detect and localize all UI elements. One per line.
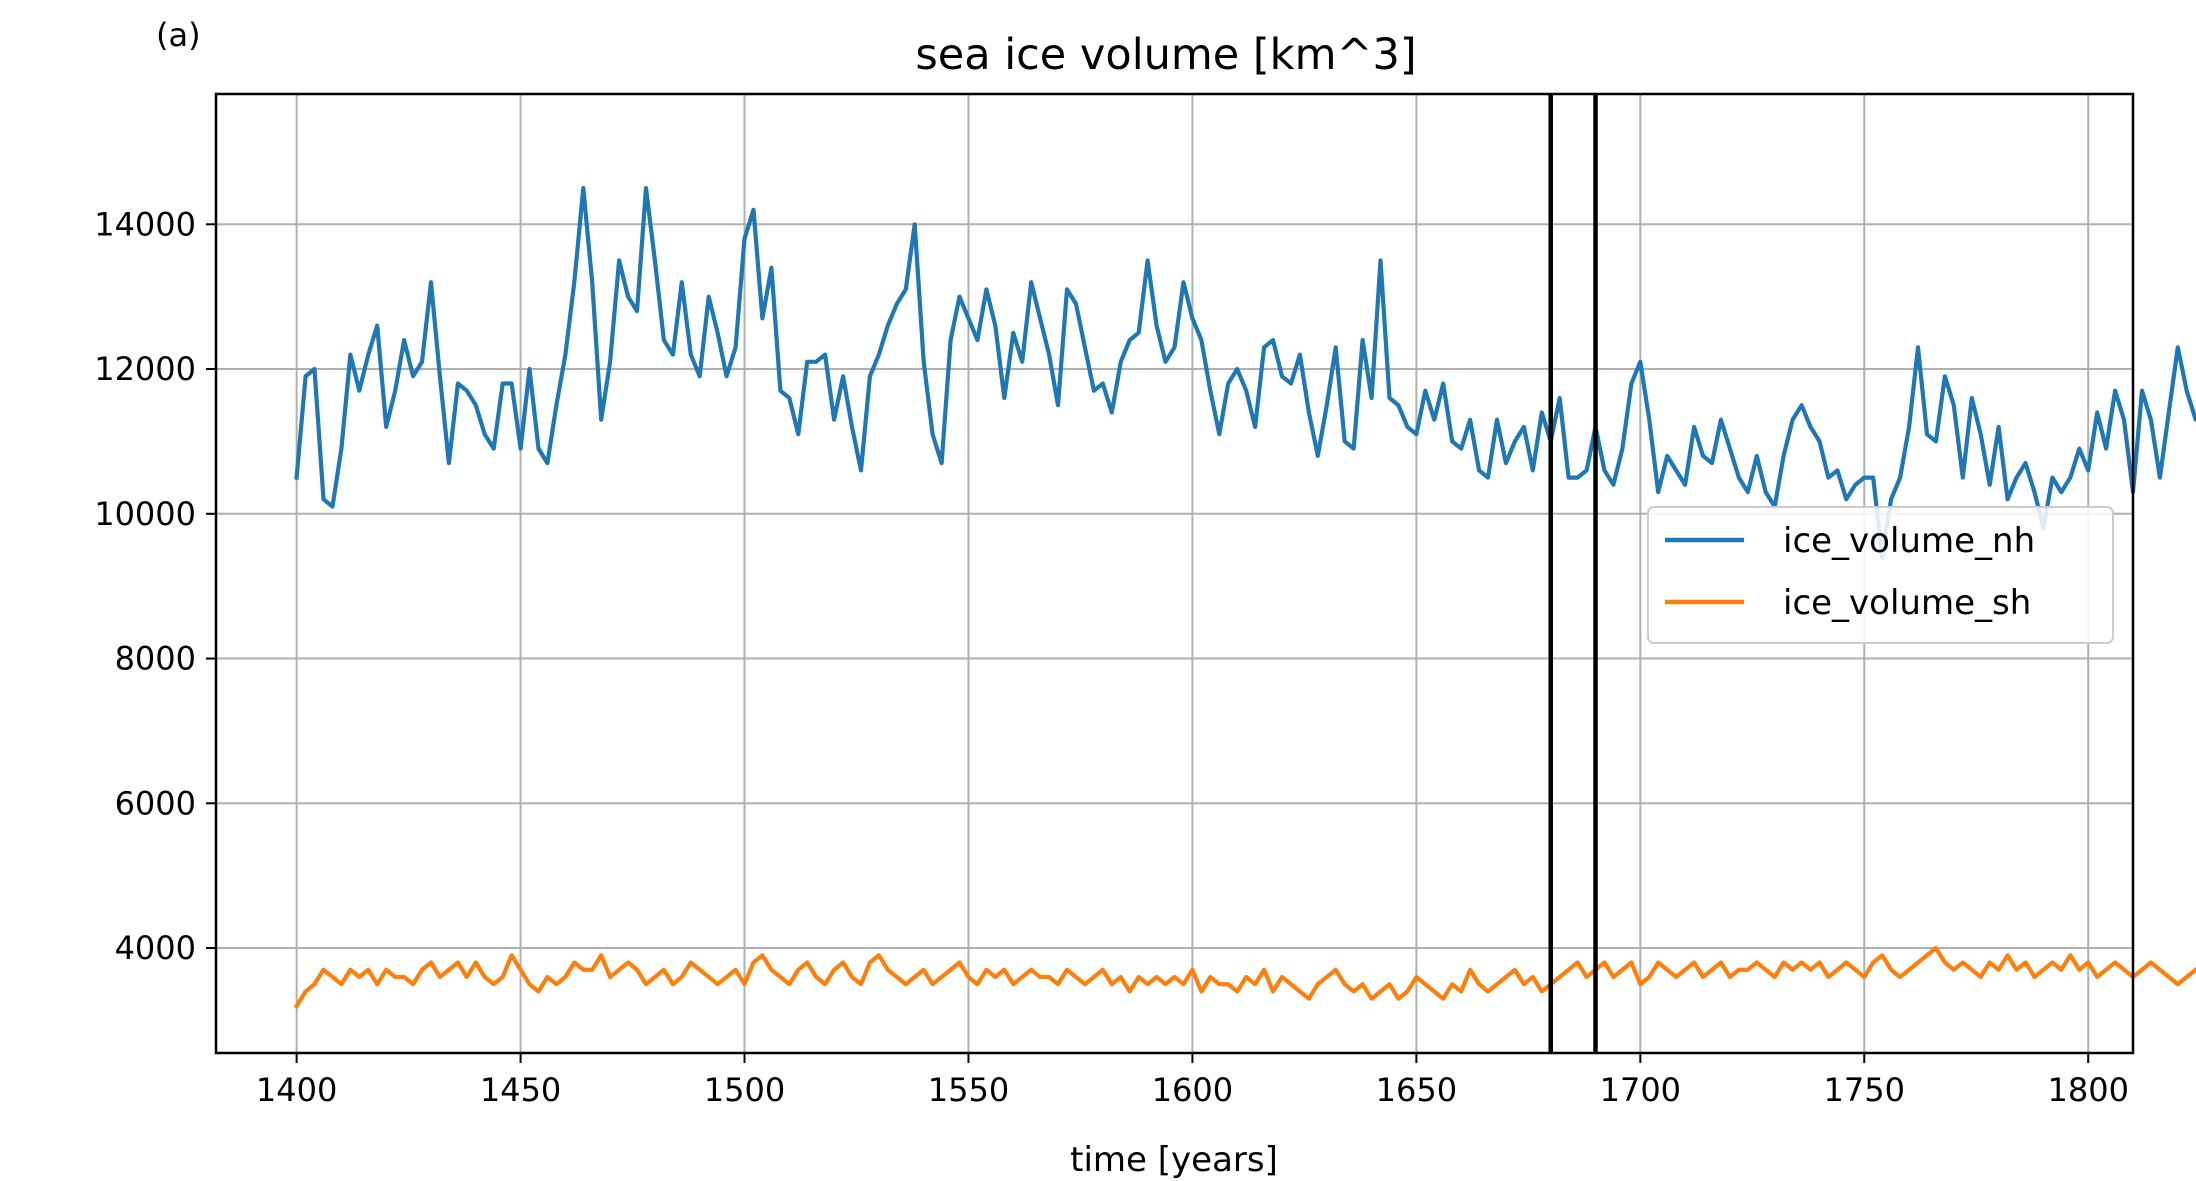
panel-label: (a) (156, 16, 201, 54)
chart-title: sea ice volume [km^3] (915, 30, 1416, 80)
legend-label-nh: ice_volume_nh (1783, 521, 2035, 561)
plot-frame (214, 92, 2135, 1055)
series-layer (293, 186, 2196, 1009)
x-axis: 1400 1450 1500 1550 1600 1650 1700 1750 1800 (256, 1053, 2129, 1109)
x-tick-label: 1550 (928, 1071, 1009, 1109)
y-tick-label: 14000 (94, 205, 196, 243)
series-line-nh (294, 186, 2196, 560)
legend-label-sh: ice_volume_sh (1783, 583, 2031, 623)
legend: ice_volume_nh ice_volume_sh (1647, 506, 2114, 644)
y-axis: 4000 6000 8000 10000 12000 14000 (94, 205, 216, 967)
y-tick-label: 4000 (115, 929, 196, 967)
y-tick-label: 10000 (94, 495, 196, 533)
x-axis-title: time [years] (1070, 1140, 1278, 1180)
vertical-lines (1548, 94, 1598, 1053)
legend-box (1647, 506, 2114, 644)
x-tick-label: 1500 (704, 1071, 785, 1109)
x-tick-label: 1600 (1152, 1071, 1233, 1109)
y-tick-label: 8000 (115, 640, 196, 678)
x-tick-label: 1450 (480, 1071, 561, 1109)
x-tick-label: 1400 (256, 1071, 337, 1109)
y-tick-label: 6000 (115, 784, 196, 822)
y-grid (216, 223, 2133, 950)
y-tick-label: 12000 (94, 350, 196, 388)
x-tick-label: 1800 (2047, 1071, 2128, 1109)
series-line-sh (293, 945, 2196, 1009)
x-tick-label: 1750 (1824, 1071, 1905, 1109)
x-tick-label: 1650 (1376, 1071, 1457, 1109)
x-tick-label: 1700 (1600, 1071, 1681, 1109)
